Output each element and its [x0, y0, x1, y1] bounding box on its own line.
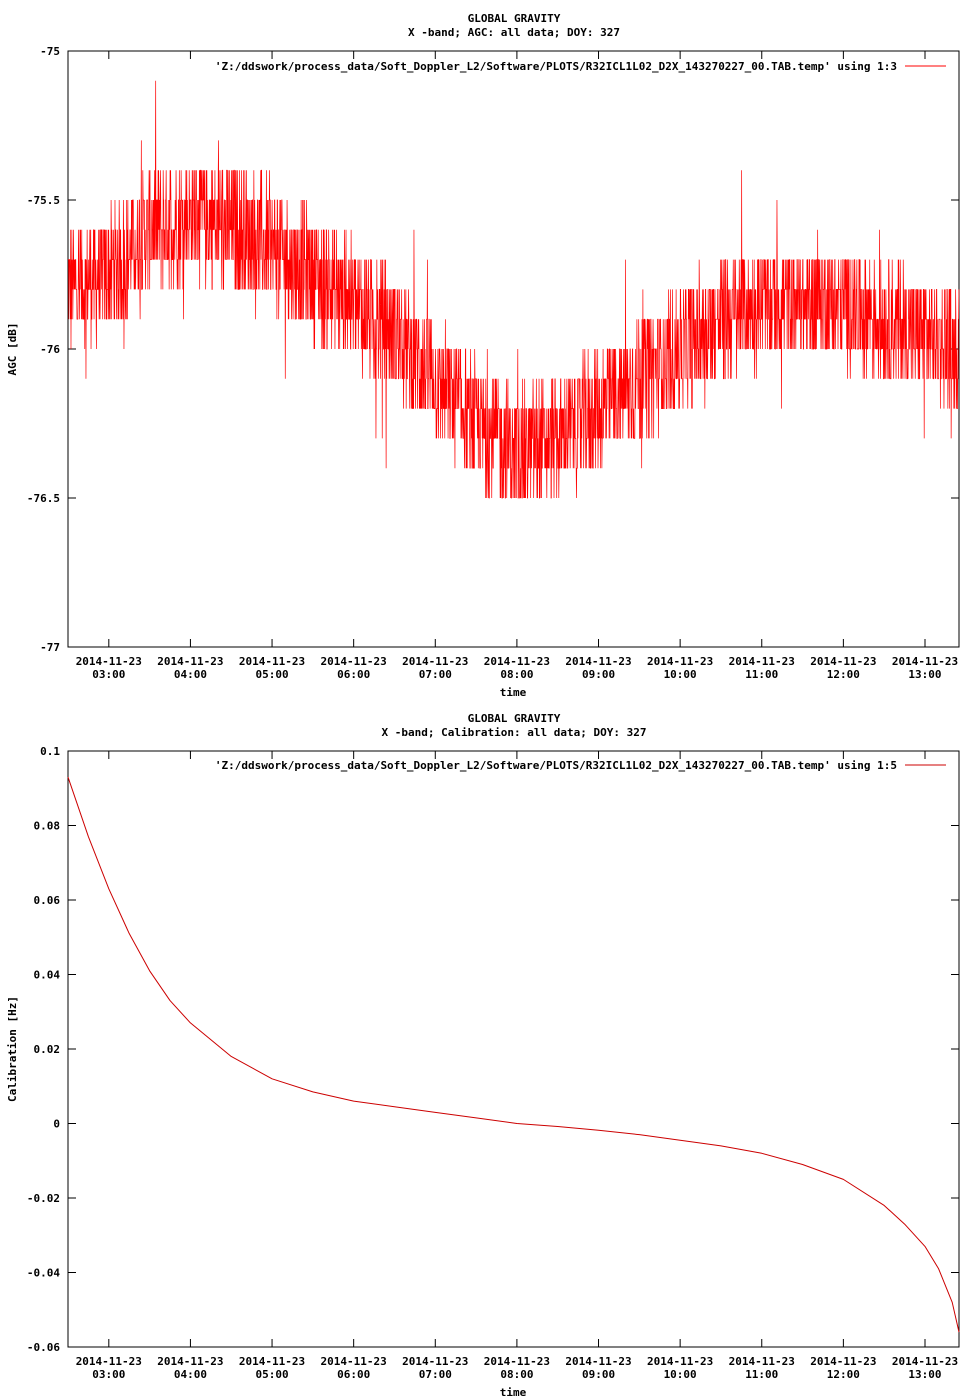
agc-y-axis-label: AGC [dB]	[6, 323, 19, 376]
agc-x-axis-label: time	[500, 686, 527, 699]
calibration-x-tick-date: 2014-11-23	[892, 1355, 958, 1368]
calibration-x-tick-date: 2014-11-23	[729, 1355, 795, 1368]
agc-x-tick-time: 08:00	[500, 668, 533, 681]
agc-y-tick-label: -77	[40, 641, 60, 654]
calibration-chart: GLOBAL GRAVITY X -band; Calibration: all…	[6, 712, 960, 1399]
calibration-x-tick-time: 12:00	[827, 1368, 860, 1381]
calibration-x-tick-date: 2014-11-23	[157, 1355, 223, 1368]
calibration-y-tick-label: -0.04	[27, 1267, 60, 1280]
calibration-y-tick-label: -0.06	[27, 1341, 60, 1354]
calibration-y-axis: 0.1 0.08 0.06 0.04 0.02 0 -0.02 -0.04 -0.06	[27, 745, 959, 1354]
agc-x-axis: 2014-11-2303:002014-11-2304:002014-11-23…	[76, 51, 958, 681]
calibration-x-tick-time: 09:00	[582, 1368, 615, 1381]
calibration-y-tick-label: 0.08	[34, 820, 61, 833]
calibration-x-tick-time: 10:00	[664, 1368, 697, 1381]
agc-x-tick-date: 2014-11-23	[239, 655, 305, 668]
agc-x-tick-date: 2014-11-23	[76, 655, 142, 668]
agc-x-tick-date: 2014-11-23	[729, 655, 795, 668]
calibration-x-tick-date: 2014-11-23	[810, 1355, 876, 1368]
agc-y-tick-label: -76.5	[27, 492, 60, 505]
agc-x-tick-time: 13:00	[908, 668, 941, 681]
calibration-x-tick-time: 03:00	[92, 1368, 125, 1381]
calibration-chart-subtitle: X -band; Calibration: all data; DOY: 327	[382, 726, 647, 739]
agc-y-tick-label: -76	[40, 343, 60, 356]
calibration-x-tick-time: 06:00	[337, 1368, 370, 1381]
calibration-plot-frame	[67, 750, 960, 1348]
calibration-x-tick-time: 05:00	[255, 1368, 288, 1381]
agc-chart: GLOBAL GRAVITY X -band; AGC: all data; D…	[6, 12, 960, 699]
calibration-y-tick-label: 0.06	[34, 894, 61, 907]
agc-x-tick-time: 12:00	[827, 668, 860, 681]
calibration-x-axis-label: time	[500, 1386, 527, 1399]
calibration-y-tick-label: 0.1	[40, 745, 60, 758]
agc-y-tick-label: -75.5	[27, 194, 60, 207]
calibration-x-tick-date: 2014-11-23	[484, 1355, 550, 1368]
calibration-x-tick-time: 13:00	[908, 1368, 941, 1381]
agc-x-tick-date: 2014-11-23	[402, 655, 468, 668]
calibration-x-tick-time: 07:00	[419, 1368, 452, 1381]
calibration-x-axis: 2014-11-2303:002014-11-2304:002014-11-23…	[76, 751, 958, 1381]
agc-y-tick-label: -75	[40, 45, 60, 58]
agc-x-tick-date: 2014-11-23	[157, 655, 223, 668]
agc-x-tick-time: 09:00	[582, 668, 615, 681]
agc-x-tick-time: 10:00	[664, 668, 697, 681]
agc-x-tick-date: 2014-11-23	[565, 655, 631, 668]
agc-x-tick-time: 11:00	[745, 668, 778, 681]
agc-x-tick-date: 2014-11-23	[647, 655, 713, 668]
agc-x-tick-date: 2014-11-23	[892, 655, 958, 668]
calibration-legend-label: 'Z:/ddswork/process_data/Soft_Doppler_L2…	[215, 759, 897, 772]
calibration-series-group	[67, 776, 960, 1333]
calibration-y-tick-label: 0	[53, 1118, 60, 1131]
agc-chart-title: GLOBAL GRAVITY	[468, 12, 561, 25]
agc-chart-subtitle: X -band; AGC: all data; DOY: 327	[408, 26, 620, 39]
agc-series-line	[68, 80, 960, 499]
calibration-chart-title: GLOBAL GRAVITY	[468, 712, 561, 725]
calibration-x-tick-date: 2014-11-23	[565, 1355, 631, 1368]
agc-x-tick-date: 2014-11-23	[810, 655, 876, 668]
calibration-series-line	[67, 776, 960, 1333]
calibration-x-tick-date: 2014-11-23	[321, 1355, 387, 1368]
calibration-x-tick-date: 2014-11-23	[647, 1355, 713, 1368]
agc-x-tick-time: 06:00	[337, 668, 370, 681]
calibration-x-tick-date: 2014-11-23	[402, 1355, 468, 1368]
calibration-x-tick-time: 08:00	[500, 1368, 533, 1381]
agc-y-axis: -75 -75.5 -76 -76.5 -77	[27, 45, 959, 654]
agc-legend-label: 'Z:/ddswork/process_data/Soft_Doppler_L2…	[215, 60, 897, 73]
agc-x-tick-date: 2014-11-23	[484, 655, 550, 668]
calibration-y-tick-label: -0.02	[27, 1192, 60, 1205]
agc-series-group	[68, 80, 960, 499]
calibration-y-tick-label: 0.04	[34, 969, 61, 982]
agc-x-tick-time: 03:00	[92, 668, 125, 681]
agc-x-tick-time: 05:00	[255, 668, 288, 681]
calibration-x-tick-date: 2014-11-23	[76, 1355, 142, 1368]
calibration-x-tick-time: 04:00	[174, 1368, 207, 1381]
agc-x-tick-date: 2014-11-23	[321, 655, 387, 668]
agc-x-tick-time: 04:00	[174, 668, 207, 681]
calibration-x-tick-date: 2014-11-23	[239, 1355, 305, 1368]
calibration-y-tick-label: 0.02	[34, 1043, 61, 1056]
calibration-x-tick-time: 11:00	[745, 1368, 778, 1381]
calibration-y-axis-label: Calibration [Hz]	[6, 996, 19, 1102]
agc-x-tick-time: 07:00	[419, 668, 452, 681]
